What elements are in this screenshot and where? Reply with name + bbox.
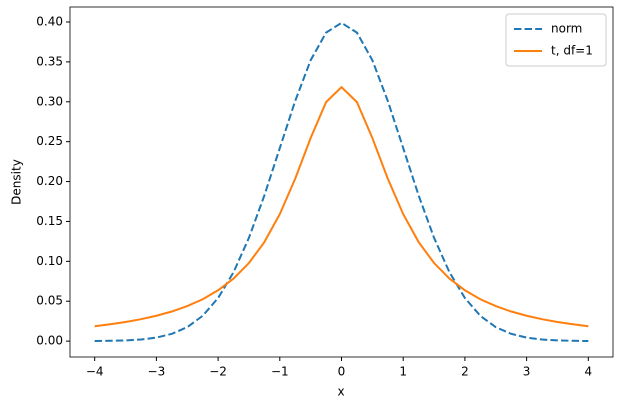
x-tick-label: −1 — [271, 365, 289, 379]
legend-label: norm — [551, 22, 582, 36]
y-tick-label: 0.20 — [36, 174, 63, 188]
x-axis-label: x — [337, 385, 344, 399]
x-tick-label: 2 — [461, 365, 469, 379]
x-tick-label: 1 — [399, 365, 407, 379]
y-tick-label: 0.10 — [36, 254, 63, 268]
plot-frame — [69, 6, 614, 358]
x-tick-label: 4 — [584, 365, 592, 379]
y-tick-label: 0.40 — [36, 14, 63, 28]
y-tick-label: 0.05 — [36, 294, 63, 308]
x-tick-label: −2 — [209, 365, 227, 379]
y-tick-label: 0.25 — [36, 134, 63, 148]
legend-box — [505, 13, 607, 67]
x-tick-label: −4 — [86, 365, 104, 379]
y-tick-label: 0.15 — [36, 214, 63, 228]
legend-label: t, df=1 — [551, 44, 593, 58]
y-tick-label: 0.35 — [36, 54, 63, 68]
x-tick-label: −3 — [148, 365, 166, 379]
y-tick-label: 0.00 — [36, 334, 63, 348]
line-series — [94, 85, 589, 328]
x-tick-label: 3 — [523, 365, 531, 379]
x-tick-label: 0 — [338, 365, 346, 379]
line-series — [94, 21, 589, 343]
y-axis-label: Density — [10, 159, 24, 205]
y-tick-label: 0.30 — [36, 94, 63, 108]
